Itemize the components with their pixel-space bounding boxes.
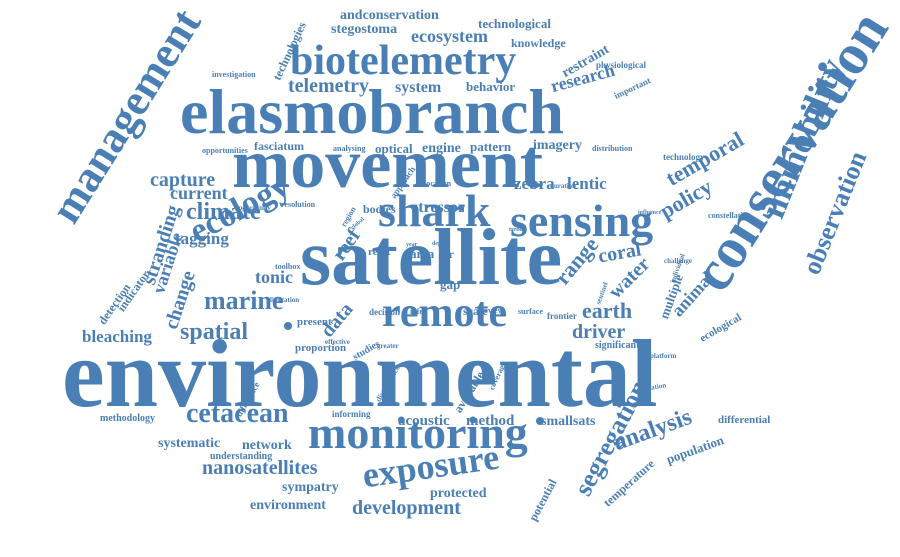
word-driver: driver: [572, 321, 626, 343]
word-stressor: stressor: [412, 199, 466, 216]
word-challenge: challenge: [664, 257, 692, 265]
word-tonic: tonic: [255, 267, 293, 287]
word-current: current: [170, 183, 228, 203]
word-system: system: [395, 79, 442, 96]
word-infer: infer: [410, 307, 427, 316]
word-ecological: ecological: [697, 311, 744, 345]
word-platform: platform: [650, 352, 677, 360]
word-significant: significant: [595, 340, 640, 351]
word-technology: technology: [663, 152, 705, 162]
word-frontier: frontier: [547, 311, 577, 321]
word-monitoring: monitoring: [308, 407, 528, 458]
word-str: str: [440, 247, 454, 261]
word-engine: engine: [422, 141, 461, 156]
word-constellation: constellation: [708, 211, 752, 220]
word-investigation: investigation: [212, 70, 256, 79]
word-duration: duration: [550, 182, 577, 190]
word-acoustic: acoustic: [398, 413, 450, 429]
word-distribution: distribution: [592, 144, 633, 153]
word-limitation: limitation: [270, 296, 300, 304]
word-potential: potential: [525, 476, 560, 524]
word-movement: movement: [232, 126, 544, 203]
word-surface: surface: [518, 307, 543, 316]
word-smallsats: smallsats: [541, 414, 596, 429]
word-important: important: [612, 75, 653, 101]
word-capture: capture: [150, 169, 216, 191]
word-toolbox: toolbox: [275, 262, 301, 271]
word-methodology: methodology: [100, 413, 155, 424]
word-gap: gap: [440, 277, 461, 292]
word-differential: differential: [718, 414, 771, 426]
word-ecosystem: ecosystem: [411, 26, 488, 46]
word-zebra: zebra: [514, 174, 555, 193]
word-shark: shark: [378, 185, 491, 236]
word-physiological: physiological: [596, 60, 647, 70]
word-spatial: spatial: [180, 319, 249, 345]
word-decision: decision: [369, 307, 401, 317]
word-elasmobranch: elasmobranch: [180, 76, 564, 147]
word-climate: climate: [186, 199, 261, 225]
word-resolution: resolution: [281, 200, 316, 209]
word-effective: effective: [325, 338, 350, 346]
word-location: location: [424, 179, 452, 188]
word-knowledge: knowledge: [511, 36, 566, 50]
word-informing: informing: [332, 409, 371, 419]
word-opportunities: opportunities: [202, 146, 248, 155]
word-telemetry: telemetry: [288, 75, 370, 97]
word-network: network: [242, 438, 292, 453]
word-bodies: bodies: [363, 202, 396, 216]
word-optical: optical: [375, 141, 413, 156]
word-population: population: [664, 432, 726, 467]
word-present: present: [297, 316, 332, 328]
word-bleaching: bleaching: [82, 327, 152, 346]
word-fasciatum: fasciatum: [254, 139, 304, 153]
word-reset: reset: [368, 246, 391, 258]
word-opportunity: opportunity: [235, 204, 271, 212]
word-behavior: behavior: [466, 79, 516, 94]
word-analysing: analysing: [333, 144, 366, 153]
word-proportion: proportion: [295, 342, 347, 354]
word-scale: scale: [463, 304, 488, 318]
word-biotelemetry: biotelemetry: [290, 38, 517, 84]
word-area: area: [410, 246, 435, 261]
word-andconservation: andconservation: [340, 8, 439, 23]
word-environmental: environmental: [62, 320, 658, 427]
word-technological: technological: [478, 16, 551, 31]
word-greater: greater: [377, 342, 399, 350]
word-stegostoma: stegostoma: [331, 22, 398, 37]
word-imagery: imagery: [533, 138, 582, 153]
word-marine: marine: [204, 286, 284, 315]
word-pattern: pattern: [470, 139, 512, 154]
word-trend: trend: [509, 227, 523, 233]
word-nanosatellites: nanosatellites: [202, 457, 318, 479]
word-lentic: lentic: [567, 174, 607, 193]
word-remote: remote: [382, 290, 508, 336]
word-earth: earth: [582, 298, 633, 323]
word-development: development: [352, 497, 461, 519]
word-tagging: tagging: [175, 229, 229, 248]
word-satellite: satellite: [300, 214, 563, 302]
word-review: review: [481, 306, 504, 315]
word-environment: environment: [250, 498, 326, 513]
word-systematic: systematic: [158, 436, 221, 451]
dot-separator-1: [284, 322, 292, 330]
word-influence: influence: [638, 210, 662, 216]
word-policy: policy: [655, 173, 717, 224]
word-method: method: [466, 413, 515, 429]
word-sympatry: sympatry: [282, 480, 339, 495]
word-cetacean: cetacean: [186, 398, 289, 429]
word-depth: depth: [432, 241, 447, 247]
word-understanding: understanding: [210, 451, 273, 462]
dot-separator-2: [536, 417, 544, 425]
word-sensing: sensing: [510, 195, 654, 246]
word-year: year: [406, 242, 418, 248]
word-protected: protected: [430, 486, 487, 501]
